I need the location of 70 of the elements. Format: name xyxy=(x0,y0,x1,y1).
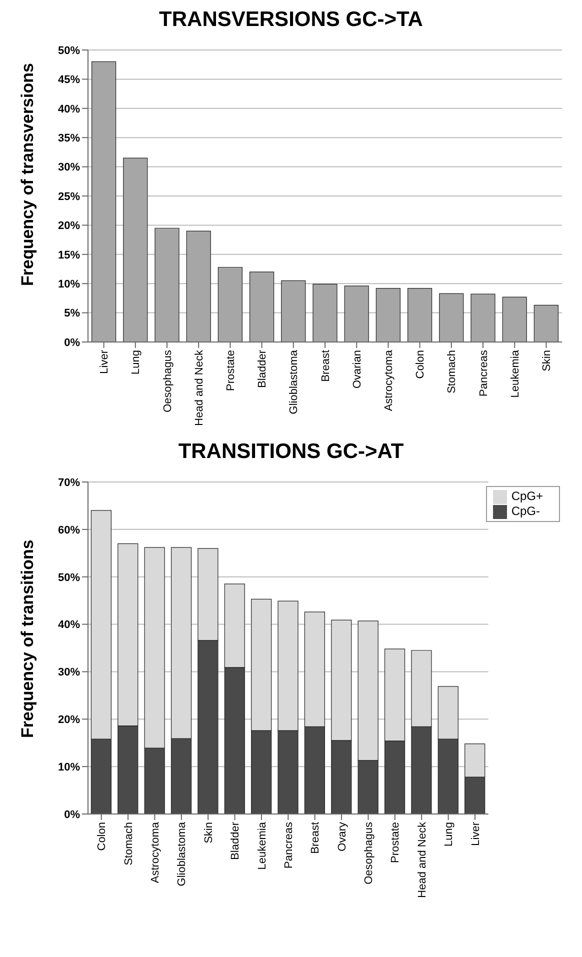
y-tick-label: 15% xyxy=(58,249,80,262)
y-tick-label: 35% xyxy=(58,132,80,145)
x-tick-label: Bladder xyxy=(230,822,242,860)
bar xyxy=(123,158,148,342)
y-tick-label: 50% xyxy=(58,572,80,584)
bar xyxy=(470,294,496,342)
x-tick-label: Leukemia xyxy=(509,349,522,398)
x-tick-label: Leukemia xyxy=(256,821,268,870)
y-tick-label: 30% xyxy=(58,666,80,679)
x-tick-label: Breast xyxy=(320,350,332,382)
y-tick-label: 40% xyxy=(58,619,80,632)
bar xyxy=(281,280,306,342)
chart-title: TRANSVERSIONS GC->TA xyxy=(158,8,424,32)
x-tick-label: Oesophagus xyxy=(162,350,174,412)
y-tick-label: 10% xyxy=(58,761,80,774)
y-tick-label: 40% xyxy=(58,103,80,116)
bar xyxy=(344,286,369,342)
bar xyxy=(502,296,527,342)
x-tick-label: Glioblastoma xyxy=(288,349,300,414)
chart-title: TRANSITIONS GC->AT xyxy=(177,440,405,464)
x-tick-label: Pancreas xyxy=(478,350,490,396)
y-tick-label: 30% xyxy=(58,162,80,174)
bar xyxy=(91,61,116,342)
y-tick-label: 60% xyxy=(58,524,80,536)
bar xyxy=(249,272,274,342)
y-tick-label: 20% xyxy=(58,714,80,726)
bar xyxy=(439,293,464,342)
y-axis-title: Frequency of transitions xyxy=(18,540,38,738)
x-tick-label: Ovary xyxy=(336,822,348,852)
y-tick-label: 0% xyxy=(64,808,80,821)
x-tick-label: Ovarian xyxy=(351,350,364,389)
legend-label: CpG- xyxy=(511,504,540,518)
bar xyxy=(407,288,432,342)
x-tick-label: Prostate xyxy=(390,822,402,863)
x-tick-label: Prostate xyxy=(225,350,238,391)
x-tick-label: Astrocytoma xyxy=(383,349,396,412)
x-tick-label: Breast xyxy=(310,822,322,854)
bar xyxy=(534,304,558,342)
y-axis-title: Frequency of transversions xyxy=(18,63,38,286)
x-tick-label: Lung xyxy=(130,350,142,374)
x-tick-label: Liver xyxy=(470,822,482,846)
y-tick-label: 45% xyxy=(58,74,80,86)
legend-label: CpG+ xyxy=(511,489,543,503)
bar xyxy=(218,266,242,342)
x-tick-label: Astrocytoma xyxy=(150,821,162,884)
x-tick-label: Glioblastoma xyxy=(176,821,188,886)
bar xyxy=(376,288,400,342)
x-tick-label: Bladder xyxy=(256,350,269,388)
y-tick-label: 50% xyxy=(58,44,80,57)
x-tick-label: Skin xyxy=(541,350,554,372)
y-tick-label: 0% xyxy=(64,336,80,349)
bar xyxy=(154,228,180,342)
x-tick-label: Stomach xyxy=(446,350,458,394)
x-tick-label: Head and Neck xyxy=(416,822,428,898)
y-tick-label: 10% xyxy=(58,278,80,291)
bar xyxy=(186,230,211,342)
x-tick-label: Oesophagus xyxy=(363,822,376,884)
y-tick-label: 25% xyxy=(58,190,80,203)
x-tick-label: Lung xyxy=(443,822,456,846)
y-tick-label: 70% xyxy=(58,476,80,489)
x-tick-label: Head and Neck xyxy=(193,350,206,426)
y-tick-label: 20% xyxy=(58,220,80,232)
x-tick-label: Colon xyxy=(96,822,108,851)
bar xyxy=(312,284,338,342)
y-tick-label: 5% xyxy=(64,308,80,320)
x-tick-label: Skin xyxy=(202,822,215,844)
x-tick-label: Liver xyxy=(98,350,111,374)
x-tick-label: Stomach xyxy=(122,822,135,866)
x-tick-label: Colon xyxy=(414,350,427,379)
x-tick-label: Pancreas xyxy=(282,822,295,868)
